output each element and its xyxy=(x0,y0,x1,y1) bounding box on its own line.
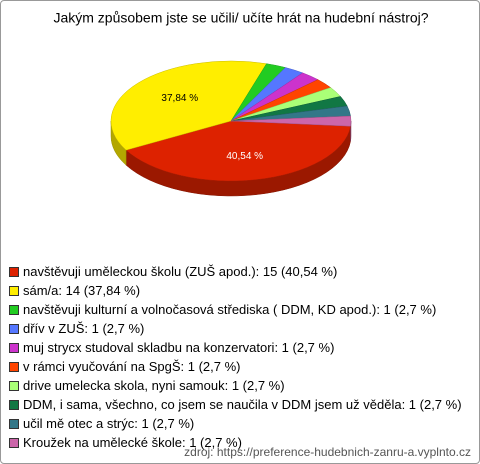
legend-label: dřív v ZUŠ: 1 (2,7 %) xyxy=(23,321,145,336)
legend-swatch xyxy=(9,286,19,296)
legend-item: navštěvuji uměleckou školu (ZUŠ apod.): … xyxy=(9,264,464,279)
data-label: 40,54 % xyxy=(226,151,263,162)
legend-swatch xyxy=(9,400,19,410)
legend-label: navštěvuji uměleckou školu (ZUŠ apod.): … xyxy=(23,264,338,279)
legend-item: navštěvuji kulturní a volnočasová středi… xyxy=(9,302,464,317)
legend-label: Kroužek na umělecké škole: 1 (2,7 %) xyxy=(23,435,242,450)
pie-area: Jakým způsobem jste se učili/ učíte hrát… xyxy=(53,10,429,197)
legend-label: drive umelecka skola, nyni samouk: 1 (2,… xyxy=(23,378,285,393)
pie-slice xyxy=(110,60,267,151)
legend-item: DDM, i sama, všechno, co jsem se naučila… xyxy=(9,397,464,412)
legend-item: sám/a: 14 (37,84 %) xyxy=(9,283,464,298)
legend-label: v rámci vyučování na SpgŠ: 1 (2,7 %) xyxy=(23,359,241,374)
legend-swatch xyxy=(9,305,19,315)
legend-label: učil mě otec a strýc: 1 (2,7 %) xyxy=(23,416,195,431)
source: zdroj: https://preference-hudebnich-zanr… xyxy=(184,445,471,459)
legend-item: drive umelecka skola, nyni samouk: 1 (2,… xyxy=(9,378,464,393)
legend-swatch xyxy=(9,438,19,448)
legend: navštěvuji uměleckou školu (ZUŠ apod.): … xyxy=(9,264,464,454)
data-label: 37,84 % xyxy=(161,93,198,104)
legend-item: Kroužek na umělecké škole: 1 (2,7 %) xyxy=(9,435,464,450)
legend-swatch xyxy=(9,381,19,391)
legend-label: DDM, i sama, všechno, co jsem se naučila… xyxy=(23,397,462,412)
pie-slice xyxy=(125,120,351,182)
legend-swatch xyxy=(9,267,19,277)
legend-item: muj strycx studoval skladbu na konzervat… xyxy=(9,340,464,355)
legend-swatch xyxy=(9,343,19,353)
legend-item: učil mě otec a strýc: 1 (2,7 %) xyxy=(9,416,464,431)
legend-label: sám/a: 14 (37,84 %) xyxy=(23,283,141,298)
legend-item: v rámci vyučování na SpgŠ: 1 (2,7 %) xyxy=(9,359,464,374)
legend-swatch xyxy=(9,324,19,334)
chart-title: Jakým způsobem jste se učili/ učíte hrát… xyxy=(53,10,428,26)
legend-label: muj strycx studoval skladbu na konzervat… xyxy=(23,340,335,355)
legend-swatch xyxy=(9,362,19,372)
pie-slice xyxy=(230,115,352,127)
legend-label: navštěvuji kulturní a volnočasová středi… xyxy=(23,302,437,317)
legend-swatch xyxy=(9,419,19,429)
legend-item: dřív v ZUŠ: 1 (2,7 %) xyxy=(9,321,464,336)
